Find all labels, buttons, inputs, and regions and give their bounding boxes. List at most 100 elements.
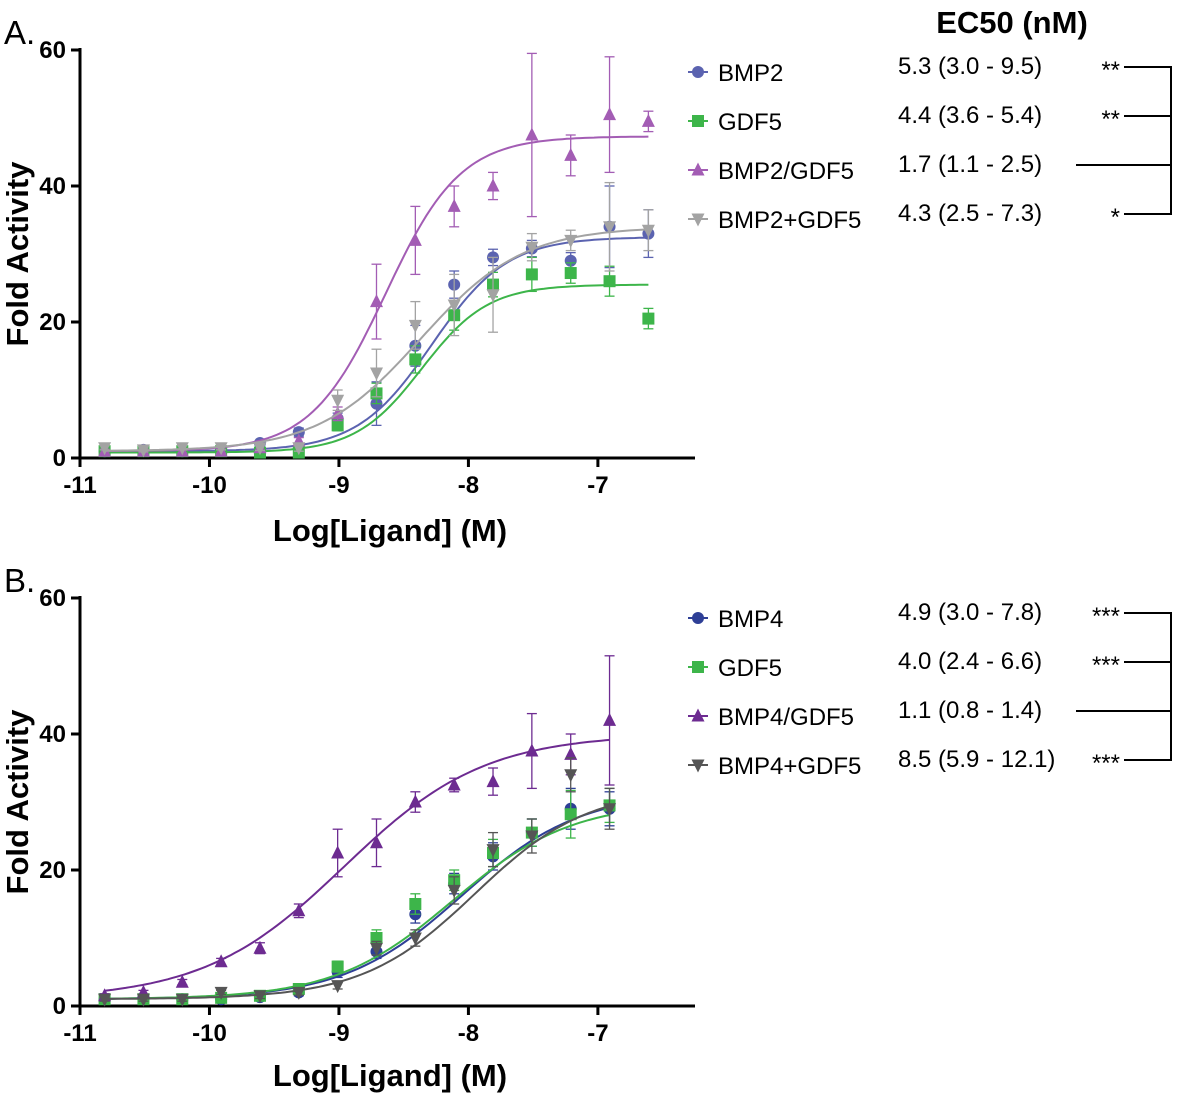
panel-b-data-point [486, 844, 500, 858]
panel-b-data-point [408, 932, 422, 946]
panel-b-legend-label: GDF5 [718, 655, 782, 682]
panel-b-series-gdf5 [98, 787, 616, 1006]
panel-b-data-point [564, 746, 578, 760]
panel-a-x-axis-title: Log[Ligand] (M) [273, 513, 507, 548]
panel-a-legend-marker [692, 115, 704, 127]
panel-a-x-tick-label: -9 [328, 472, 349, 499]
panel-b-data-point [525, 830, 539, 844]
panel-b-data-point [98, 993, 112, 1007]
panel-a-legend-label: BMP2+GDF5 [718, 207, 861, 234]
panel-a-data-point [603, 221, 617, 235]
panel-b-data-point [292, 986, 306, 1000]
panel-b-legend-marker [692, 661, 704, 673]
panel-b-significance-marker: *** [1092, 750, 1120, 777]
panel-b-data-point [292, 903, 306, 917]
panel-b-data-point [253, 990, 267, 1004]
panel-b-data-point [447, 884, 461, 898]
panel-b-data-point [331, 980, 345, 994]
panel-b-data-point [408, 794, 422, 808]
panel-a-y-axis-title: Fold Activity [0, 161, 35, 347]
panel-a-data-point [331, 419, 344, 432]
panel-b-label: B. [4, 562, 35, 599]
panel-a-ec50-table: 5.3 (3.0 - 9.5) ** 4.4 (3.6 - 5.4) ** 1.7 (1… [898, 53, 1172, 231]
panel-a-data-point [136, 444, 150, 458]
panel-a-data-point [641, 224, 655, 238]
panel-b-data-point [331, 960, 344, 973]
panel-b-series-bmp4-gdf5 [98, 757, 617, 1007]
panel-b-fit-curve-bmp4-gdf5 [104, 738, 610, 992]
panel-a-data-point [331, 394, 345, 408]
panel-a-legend-marker [691, 213, 705, 227]
panel-a-label: A. [4, 14, 35, 51]
panel-a-data-point [564, 147, 578, 161]
panel-a-y-tick-label: 60 [39, 37, 66, 64]
panel-b-ec50-value: 8.5 (5.9 - 12.1) [898, 746, 1055, 773]
panel-b-data-point [603, 712, 617, 726]
panel-a-legend-label: GDF5 [718, 109, 782, 136]
panel-b-y-tick-label: 40 [39, 721, 66, 748]
panel-b-data-point [253, 940, 267, 954]
panel-a-legend-label: BMP2/GDF5 [718, 158, 854, 185]
panel-b-data-point [603, 803, 617, 817]
panel-a-data-point [486, 178, 500, 192]
panel-b-data-point [331, 845, 345, 859]
panel-b-x-tick-label: -8 [458, 1020, 479, 1047]
panel-a-y-tick-label: 20 [39, 309, 66, 336]
panel-a-ec50-value: 5.3 (3.0 - 9.5) [898, 53, 1042, 80]
panel-b-data-point [214, 954, 228, 968]
panel-b-data-point [564, 808, 577, 821]
panel-a-ec50-value: 4.3 (2.5 - 7.3) [898, 200, 1042, 227]
panel-b: B. Fold Activity Log[Ligand] (M) 0 20 40 60… [0, 562, 1172, 1093]
panel-a-data-point [603, 275, 616, 288]
panel-a-data-point [408, 319, 422, 333]
panel-b-ec50-value: 4.9 (3.0 - 7.8) [898, 599, 1042, 626]
panel-b-fit-curve-bmp4-gdf5 [104, 805, 610, 1000]
panel-a-data-point [214, 442, 228, 456]
panel-a-data-point [564, 267, 577, 280]
panel-b-data-point [564, 769, 578, 783]
panel-a-data-point [603, 107, 617, 121]
panel-a: A. Fold Activity Log[Ligand] (M) 0 20 40 60… [0, 14, 1172, 548]
panel-a-data-point [525, 241, 539, 255]
panel-b-data-point [369, 942, 383, 956]
panel-a-x-tick-label: -8 [458, 472, 479, 499]
panel-a-data-point [408, 232, 422, 246]
panel-a-data-point [175, 442, 189, 456]
panel-b-data-point [136, 993, 150, 1007]
panel-a-data-point [642, 312, 655, 325]
panel-a-data-point [292, 442, 306, 456]
panel-b-data-point [447, 777, 461, 791]
panel-a-data-point [409, 353, 422, 366]
panel-a-data-point [253, 442, 267, 456]
panel-b-significance-marker: *** [1092, 652, 1120, 679]
panel-b-x-tick-label: -11 [63, 1020, 96, 1047]
panel-b-data-point [369, 835, 383, 849]
panel-a-y-tick-label: 40 [39, 173, 66, 200]
panel-b-legend-marker [691, 759, 705, 773]
panel-a-ec50-value: 4.4 (3.6 - 5.4) [898, 102, 1042, 129]
panel-a-data-point [564, 234, 578, 248]
panel-b-x-tick-label: -10 [192, 1020, 227, 1047]
panel-a-fit-curve-gdf5 [104, 283, 649, 454]
panel-a-series-bmp2-gdf5 [98, 181, 655, 458]
panel-b-legend-marker [691, 708, 705, 722]
panel-a-ec50-value: 1.7 (1.1 - 2.5) [898, 151, 1042, 178]
panel-a-significance-marker: ** [1101, 106, 1120, 133]
panel-a-data-point [369, 294, 383, 308]
panel-a-y-tick-label: 0 [53, 445, 66, 472]
panel-b-significance-marker: *** [1092, 603, 1120, 630]
panel-b-data-point [525, 743, 539, 757]
panel-b-data-point [175, 993, 189, 1007]
panel-a-legend: BMP2 GDF5 BMP2/GDF5 BMP2+GDF5 [688, 60, 861, 234]
panel-a-x-tick-label: -10 [192, 472, 227, 499]
panel-b-x-tick-label: -7 [587, 1020, 608, 1047]
panel-a-series-gdf5 [98, 256, 655, 459]
panel-a-data-point [369, 367, 383, 381]
panel-b-data-point [214, 986, 228, 1000]
panel-a-plot-area: 0 20 40 60 -11 -10 -9 -8 -7 [39, 37, 695, 499]
panel-a-data-point [525, 268, 538, 281]
panel-a-data-point [486, 289, 500, 303]
panel-b-legend-label: BMP4+GDF5 [718, 753, 861, 780]
panel-b-series-bmp4 [98, 787, 616, 1006]
